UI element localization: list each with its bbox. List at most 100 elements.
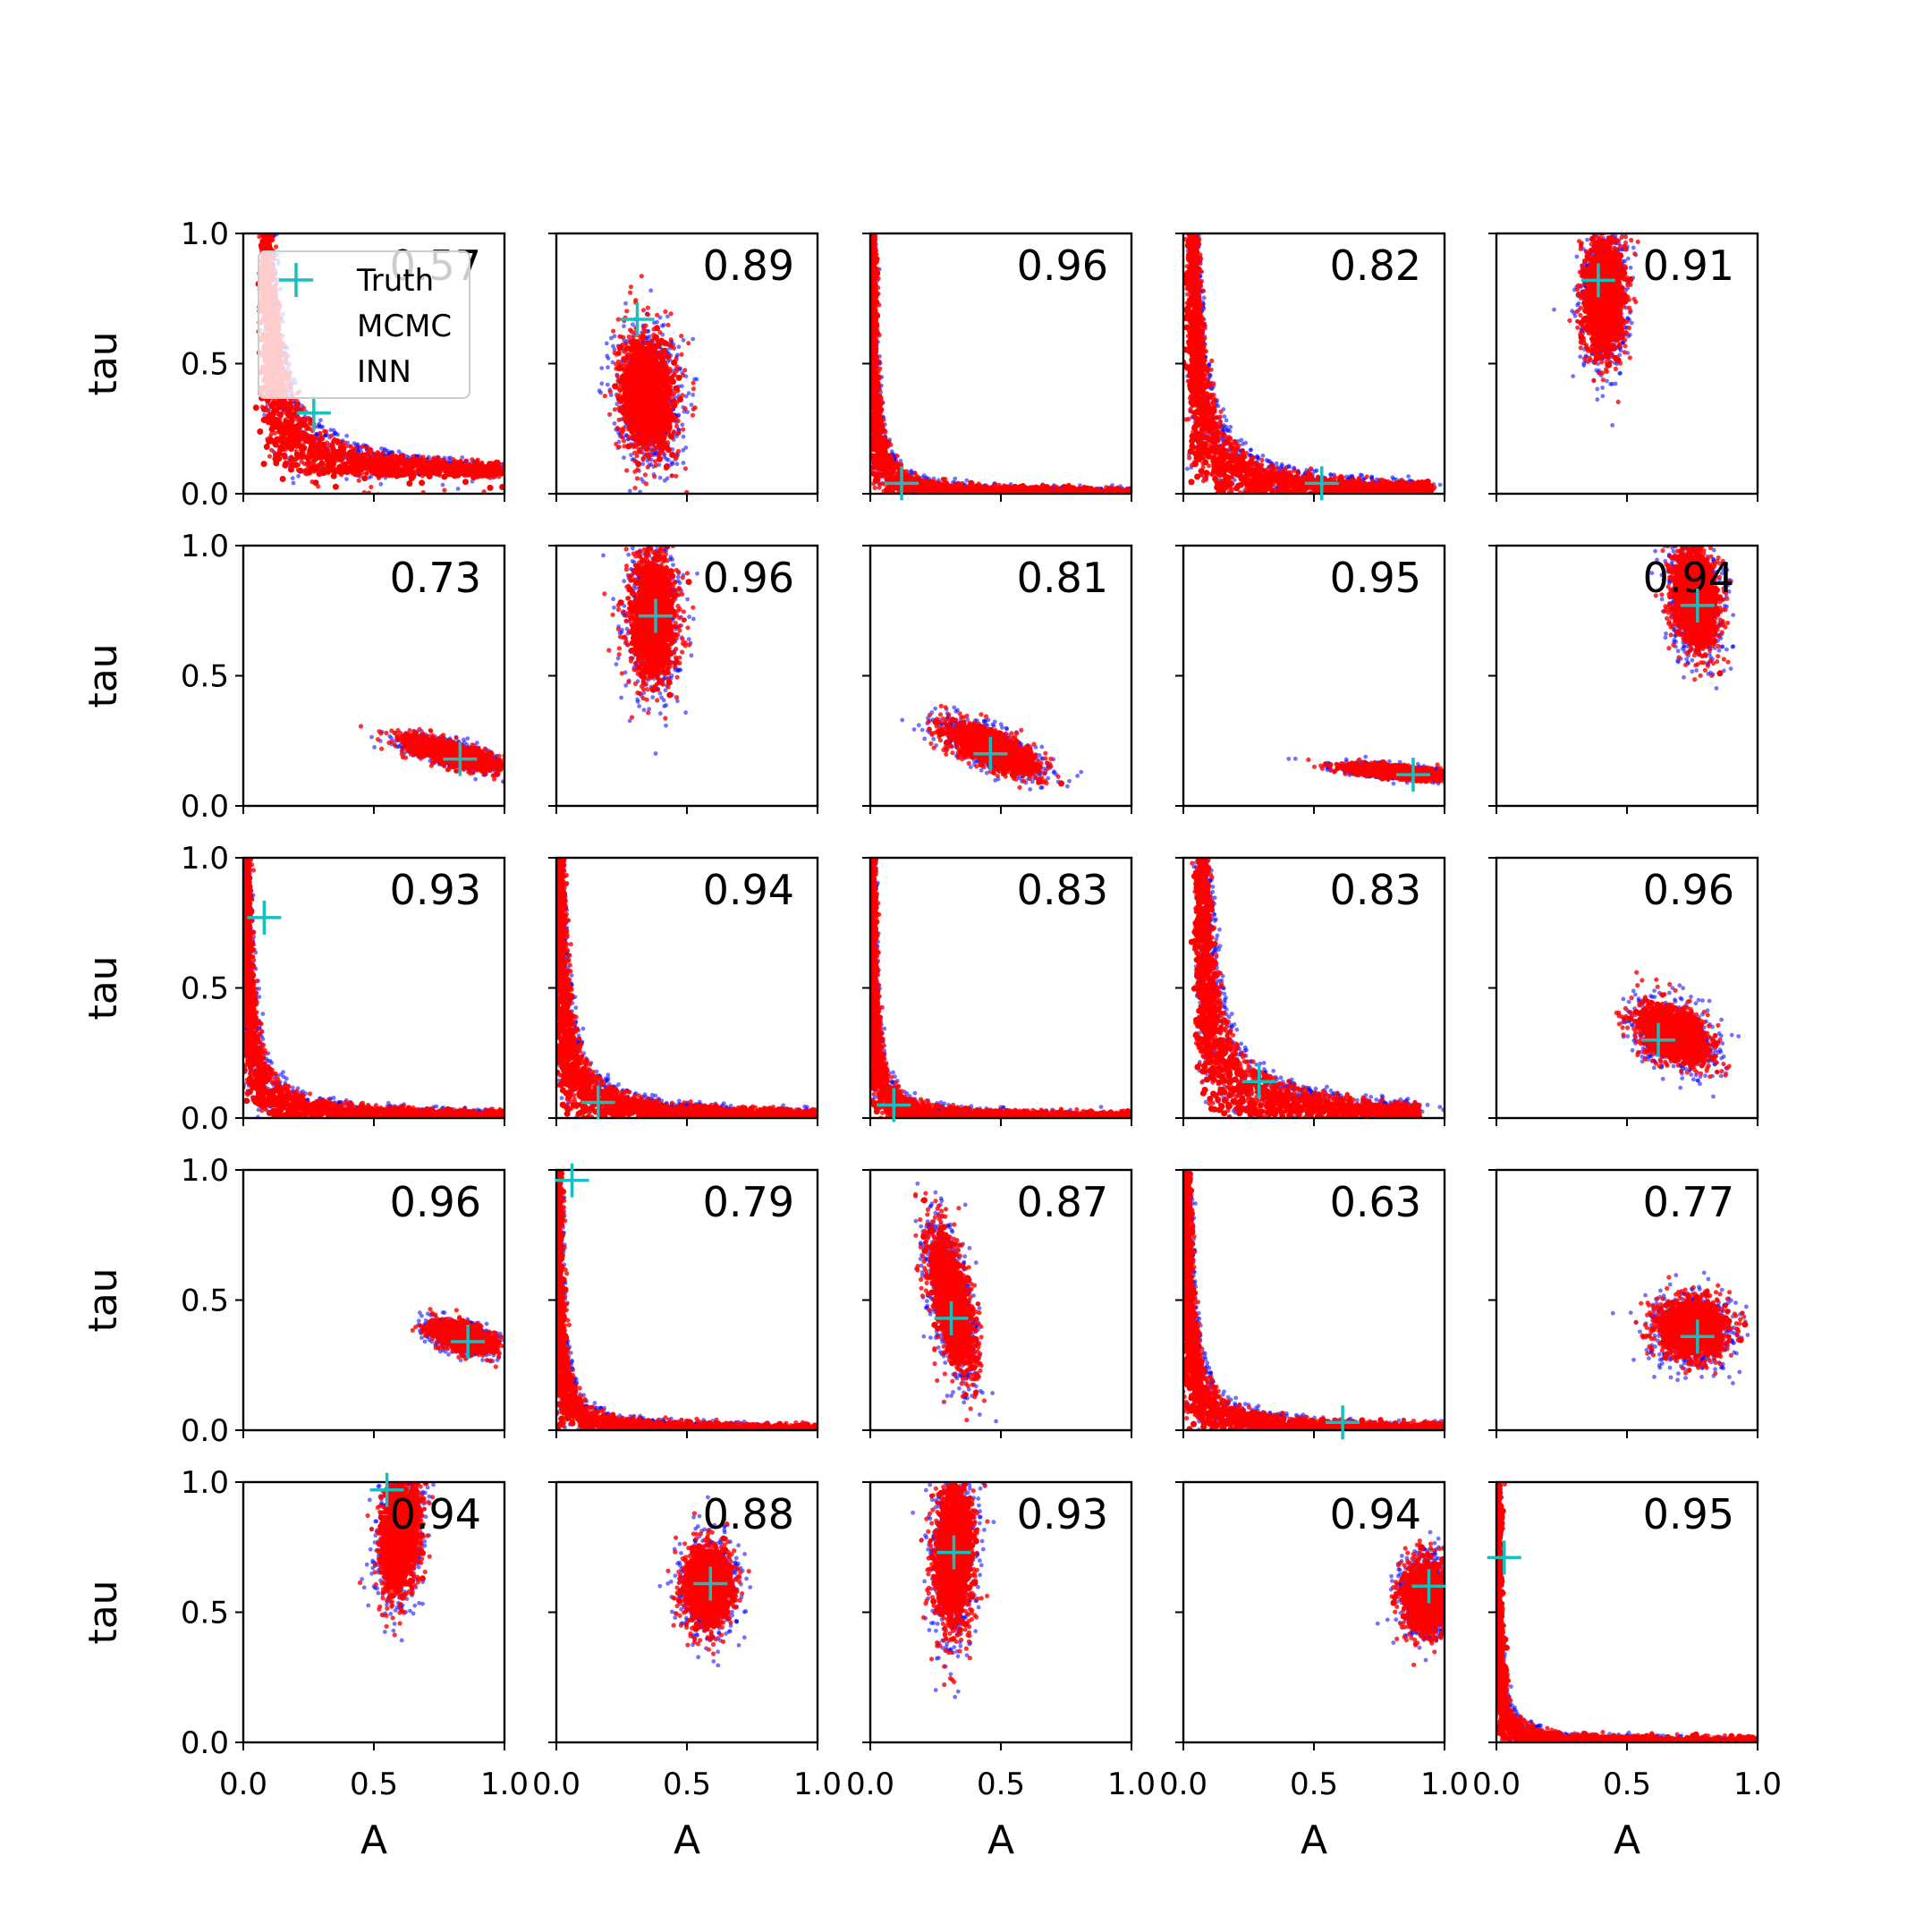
inn-point <box>407 470 413 477</box>
inn-point <box>377 461 384 467</box>
inn-point <box>461 466 467 472</box>
inn-point <box>385 467 391 473</box>
inn-point <box>623 345 628 350</box>
inn-point <box>635 413 641 419</box>
inn-point <box>622 395 628 402</box>
mcmc-point <box>328 428 333 432</box>
inn-point <box>264 444 270 450</box>
inn-point <box>622 438 626 443</box>
inn-point <box>261 417 267 423</box>
inn-point <box>667 369 672 374</box>
inn-point <box>663 309 667 314</box>
mcmc-point <box>514 470 519 474</box>
inn-point <box>318 436 323 440</box>
mcmc-point <box>691 393 695 397</box>
inn-point <box>730 471 736 478</box>
inn-point <box>683 406 688 411</box>
inn-point <box>668 434 674 440</box>
inn-point <box>272 424 278 430</box>
inn-point <box>615 426 620 430</box>
inn-point <box>592 479 598 486</box>
inn-point <box>598 474 603 479</box>
inn-point <box>331 439 335 444</box>
inn-point <box>333 484 339 490</box>
inn-point <box>267 454 272 459</box>
inn-point <box>855 471 860 476</box>
inn-point <box>648 453 653 458</box>
inn-point <box>616 365 623 371</box>
mcmc-point <box>679 489 683 494</box>
inn-point <box>669 343 674 348</box>
mcmc-point <box>648 335 652 339</box>
inn-point <box>656 487 660 492</box>
mcmc-point <box>845 478 850 482</box>
inn-point <box>257 108 261 113</box>
inn-point <box>335 438 340 443</box>
inn-point <box>681 428 685 432</box>
mcmc-point <box>599 366 604 370</box>
inn-point <box>691 413 695 418</box>
inn-point <box>639 440 645 446</box>
inn-point <box>361 475 368 481</box>
inn-point <box>665 440 670 445</box>
mcmc-point <box>291 476 295 480</box>
inn-point <box>669 452 675 458</box>
inn-point <box>658 428 665 435</box>
inn-point <box>628 478 632 482</box>
inn-point <box>650 419 657 426</box>
mcmc-point <box>324 433 328 437</box>
inn-point <box>306 460 310 464</box>
inn-point <box>451 462 457 468</box>
inn-point <box>410 457 416 463</box>
inn-point <box>318 431 322 436</box>
mcmc-point <box>606 356 611 360</box>
mcmc-point <box>691 337 695 342</box>
inn-point <box>259 67 266 73</box>
mcmc-point <box>702 477 707 481</box>
inn-point <box>253 404 259 411</box>
inn-point <box>263 158 269 165</box>
inn-point <box>322 429 326 434</box>
inn-point <box>337 470 343 476</box>
inn-point <box>289 456 295 462</box>
mcmc-point <box>660 324 665 328</box>
inn-point <box>657 443 663 449</box>
inn-point <box>631 393 637 399</box>
inn-point <box>429 462 436 469</box>
mcmc-point <box>663 479 667 483</box>
inn-point <box>682 475 686 479</box>
mcmc-point <box>318 418 323 422</box>
inn-point <box>665 354 672 360</box>
inn-point <box>436 460 442 466</box>
inn-point <box>299 434 305 440</box>
inn-point <box>804 481 809 486</box>
inn-point <box>622 357 626 361</box>
inn-point <box>655 313 659 318</box>
y-tick-label: 1.0 <box>181 216 229 252</box>
mcmc-point <box>738 466 742 470</box>
inn-point <box>261 461 267 467</box>
inn-point <box>415 461 421 467</box>
inn-point <box>275 418 281 424</box>
mcmc-point <box>657 497 661 502</box>
mcmc-point <box>943 471 947 476</box>
inn-point <box>693 405 698 410</box>
inn-point <box>666 424 673 430</box>
inn-point <box>261 406 267 412</box>
inn-point <box>260 129 265 133</box>
inn-point <box>665 375 671 381</box>
inn-point <box>676 449 681 453</box>
inn-point <box>581 477 586 481</box>
inn-point <box>640 274 644 278</box>
inn-point <box>640 335 646 341</box>
inn-point <box>369 485 373 489</box>
inn-point <box>462 479 469 485</box>
mcmc-point <box>605 342 609 346</box>
inn-point <box>649 406 656 412</box>
inn-point <box>858 474 862 479</box>
inn-point <box>679 334 683 338</box>
mcmc-point <box>862 487 867 492</box>
mcmc-point <box>695 377 699 382</box>
inn-point <box>510 483 516 489</box>
